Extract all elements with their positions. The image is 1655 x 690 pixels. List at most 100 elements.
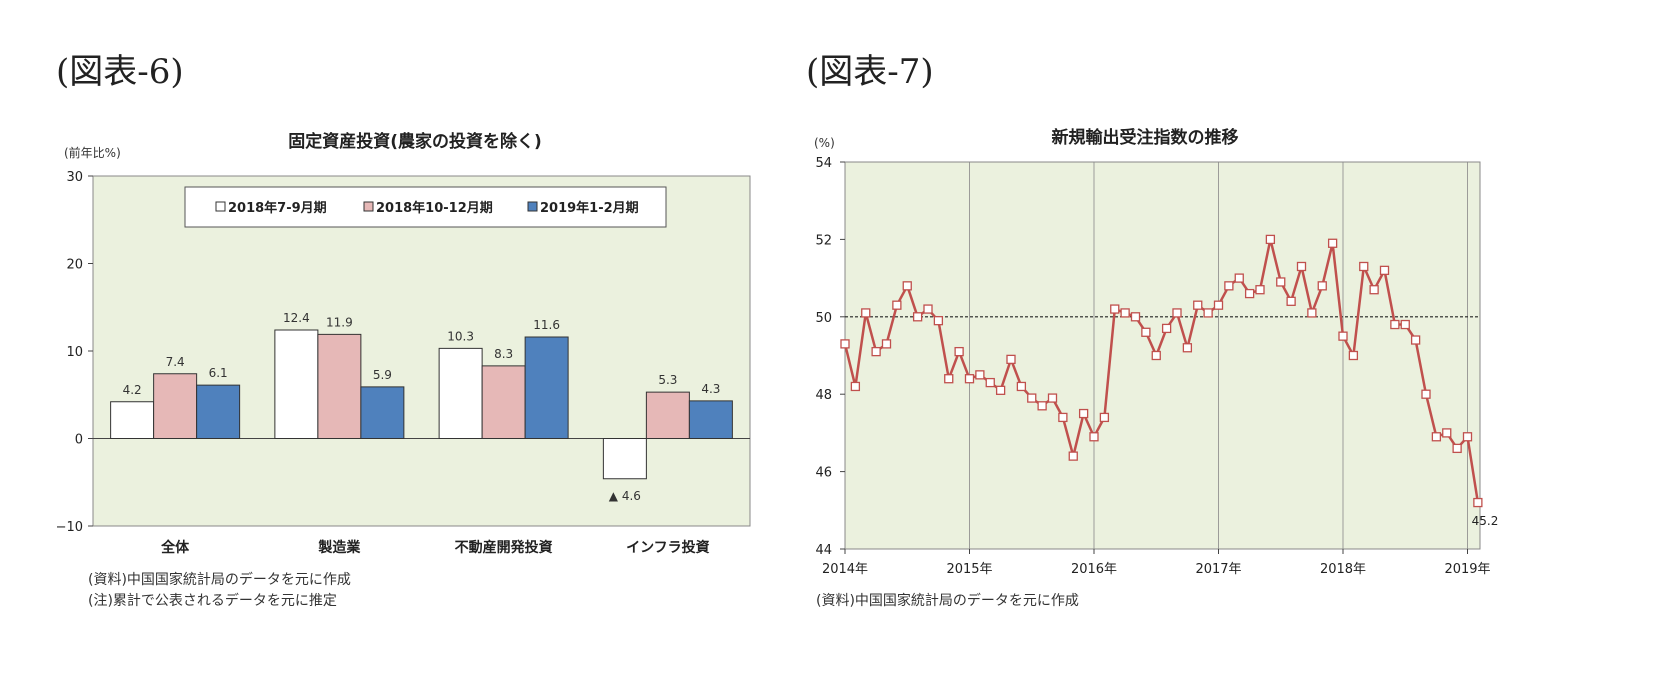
line-point-marker <box>944 374 954 384</box>
line-point-marker <box>1161 323 1172 334</box>
line-point-marker <box>840 339 850 349</box>
line-point-marker <box>850 381 861 392</box>
line-point-marker <box>1047 393 1058 403</box>
line-point-marker <box>1234 273 1244 283</box>
line-point-marker <box>1203 308 1213 318</box>
bar-data-label: 6.1 <box>209 366 228 380</box>
line-point-marker <box>1027 393 1037 403</box>
line-y-tick-label: 48 <box>815 388 832 403</box>
bar-data-label: 7.4 <box>166 355 185 369</box>
legend-swatch-1 <box>215 201 226 212</box>
bar-chart-legend: 2018年7-9月期 2018年10-12月期 2019年1-2月期 <box>184 186 667 228</box>
bar-3-4 <box>688 400 733 439</box>
line-point-marker <box>1462 432 1473 442</box>
line-x-tick-label: 2018年 <box>1320 562 1366 577</box>
line-x-tick-label: 2016年 <box>1071 562 1117 577</box>
bar-2-1 <box>153 373 198 439</box>
line-x-tick-label: 2019年 <box>1444 562 1490 577</box>
new-export-orders-line-chart: 新規輸出受注指数の推移 (%) 44 46 48 50 52 54 2014年 2015年 2… <box>814 127 1498 577</box>
line-point-marker <box>1244 288 1255 299</box>
line-point-marker <box>1058 412 1068 423</box>
line-point-marker <box>1327 238 1338 248</box>
line-point-marker <box>1193 300 1203 310</box>
bar-chart-footnote: (注)累計で公表されるデータを元に推定 <box>88 593 337 609</box>
line-point-marker <box>1110 304 1120 314</box>
line-point-marker <box>1182 343 1193 353</box>
fixed-asset-investment-bar-chart: 固定資産投資(農家の投資を除く) (前年比%) −10 0 10 20 30 4.2 7.… <box>56 131 751 556</box>
line-chart-title: 新規輸出受注指数の推移 <box>1052 127 1239 148</box>
bar-data-label: ▲ 4.6 <box>609 489 641 503</box>
bar-data-label: 12.4 <box>283 311 310 325</box>
line-point-marker <box>1421 389 1431 399</box>
line-point-marker <box>933 316 944 326</box>
line-point-marker <box>1068 451 1078 461</box>
bar-y-tick-label: −10 <box>56 520 83 535</box>
line-point-marker <box>1317 281 1327 291</box>
line-point-marker <box>964 374 975 384</box>
legend-label-2: 2018年10-12月期 <box>376 200 493 216</box>
bar-y-tick-label: 10 <box>66 345 83 360</box>
line-point-marker <box>1172 308 1182 318</box>
line-x-tick-label: 2014年 <box>822 562 868 577</box>
bar-3-3 <box>524 336 569 439</box>
bar-chart-plot-area <box>92 175 751 527</box>
line-point-marker <box>1224 281 1234 291</box>
bar-2-2 <box>317 333 362 439</box>
line-point-marker <box>1410 335 1421 345</box>
bar-category-label: 不動産開発投資 <box>455 539 553 556</box>
line-point-marker <box>1369 285 1379 295</box>
line-point-marker <box>892 300 902 310</box>
line-point-marker <box>1276 277 1286 287</box>
line-point-marker <box>1442 428 1452 438</box>
line-point-marker <box>923 304 933 314</box>
line-point-marker <box>1255 285 1265 295</box>
bar-data-label: 5.9 <box>373 368 392 382</box>
line-y-tick-label: 50 <box>815 311 832 326</box>
bar-data-label: 10.3 <box>447 329 474 343</box>
bar-3-1 <box>196 384 241 439</box>
bar-data-label: 8.3 <box>494 347 513 361</box>
bar-data-label: 11.9 <box>326 315 353 329</box>
line-point-marker <box>912 312 923 322</box>
line-point-marker <box>1037 401 1047 411</box>
bar-chart-unit-label: (前年比%) <box>64 145 121 160</box>
line-y-tick-label: 44 <box>815 543 832 558</box>
line-point-marker <box>902 281 912 291</box>
line-point-marker <box>1348 350 1359 361</box>
line-y-tick-label: 54 <box>815 156 832 171</box>
line-point-marker <box>1338 331 1348 341</box>
bar-1-1 <box>110 401 155 439</box>
line-point-marker <box>1141 327 1151 337</box>
line-point-marker <box>985 377 995 388</box>
bar-y-tick-label: 30 <box>66 170 83 185</box>
line-point-marker <box>1452 443 1462 454</box>
bar-data-label: 4.3 <box>701 382 720 396</box>
line-point-marker <box>1379 265 1390 276</box>
line-point-marker <box>881 339 892 349</box>
line-point-marker <box>1151 350 1161 361</box>
bar-data-label: 4.2 <box>123 383 142 397</box>
bar-category-label: インフラ投資 <box>626 539 710 556</box>
line-y-tick-label: 52 <box>815 233 832 248</box>
bar-2-4 <box>645 391 690 439</box>
line-point-marker <box>1359 261 1369 272</box>
legend-swatch-2 <box>363 201 374 212</box>
line-point-marker <box>954 346 964 357</box>
line-point-marker <box>975 370 985 380</box>
bar-category-label: 製造業 <box>317 539 361 556</box>
bar-1-2 <box>274 329 319 439</box>
line-point-marker <box>1099 412 1110 423</box>
line-point-marker <box>1120 308 1130 318</box>
legend-box <box>184 186 667 228</box>
line-point-marker <box>1089 432 1099 442</box>
line-point-marker <box>1307 308 1317 318</box>
line-point-marker <box>1265 234 1276 245</box>
line-point-marker <box>995 385 1006 395</box>
legend-label-1: 2018年7-9月期 <box>228 200 327 216</box>
line-point-marker <box>861 308 871 318</box>
bar-chart-title: 固定資産投資(農家の投資を除く) <box>288 131 542 152</box>
line-point-marker <box>1130 312 1141 322</box>
line-point-marker <box>1286 296 1296 306</box>
bar-3-2 <box>360 386 405 439</box>
line-point-marker <box>871 346 881 357</box>
